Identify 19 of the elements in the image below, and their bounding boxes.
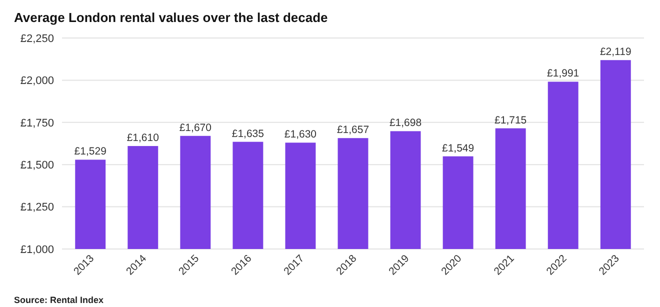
y-tick-label: £1,750 — [20, 117, 54, 130]
data-label: £1,610 — [126, 132, 160, 144]
data-label: £1,529 — [74, 146, 107, 158]
y-tick-label: £2,000 — [20, 75, 54, 88]
data-label: £1,657 — [336, 124, 370, 136]
data-label: £1,715 — [494, 114, 527, 126]
data-label: £1,630 — [284, 128, 317, 141]
y-tick-label: £1,500 — [20, 159, 54, 172]
data-label: £1,698 — [389, 117, 422, 130]
source-note: Source: Rental Index — [14, 295, 104, 305]
y-tick-label: £1,250 — [20, 202, 54, 214]
data-label: £1,991 — [547, 68, 580, 80]
data-label: £2,119 — [600, 46, 632, 58]
chart-title: Average London rental values over the last decade — [14, 10, 328, 25]
y-tick-label: £2,250 — [20, 32, 54, 45]
data-label: £1,635 — [232, 128, 264, 140]
data-label: £1,670 — [179, 122, 212, 134]
y-tick-label: £1,000 — [20, 244, 54, 256]
data-label: £1,549 — [442, 142, 474, 154]
